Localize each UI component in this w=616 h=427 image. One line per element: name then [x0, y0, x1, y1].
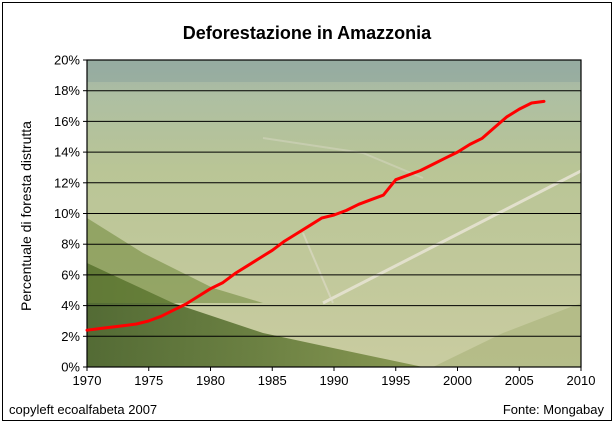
series-layer [85, 99, 546, 332]
y-tick-label: 4% [61, 298, 80, 313]
data-point [481, 137, 484, 140]
data-point [85, 328, 89, 332]
y-axis-ticks: 0% 2% 4% 6% 8% 10% 12% 14% 16% 18% 20% [54, 53, 87, 375]
data-point [135, 322, 138, 326]
y-tick-label: 0% [61, 360, 80, 375]
y-tick-label: 8% [61, 237, 80, 252]
data-point [184, 302, 187, 306]
data-point [258, 256, 262, 260]
x-tick-label: 1975 [134, 373, 163, 388]
data-point [98, 327, 101, 330]
data-point [468, 143, 472, 146]
data-point [493, 126, 496, 129]
copyleft-note: copyleft ecoalfabeta 2007 [9, 402, 158, 417]
x-axis-ticks: 1970 1975 1980 1985 1990 1995 2000 2005 2010 [73, 367, 596, 388]
plot-area: 0% 2% 4% 6% 8% 10% 12% 14% 16% 18% 20% 1970 1975 198… [54, 53, 596, 389]
y-tick-label: 18% [54, 83, 80, 98]
y-tick-label: 20% [54, 53, 80, 68]
x-tick-label: 1995 [381, 373, 410, 388]
y-tick-label: 2% [61, 329, 80, 344]
y-tick-label: 14% [54, 145, 80, 160]
data-point [542, 100, 546, 103]
x-tick-label: 1990 [320, 373, 349, 388]
x-tick-label: 2005 [505, 373, 534, 388]
y-tick-label: 12% [54, 175, 80, 190]
data-point [283, 239, 286, 243]
y-tick-label: 6% [61, 267, 80, 282]
y-tick-label: 16% [54, 114, 80, 129]
x-tick-label: 2010 [567, 373, 596, 388]
data-point [308, 224, 311, 227]
data-point [271, 249, 274, 252]
data-point [332, 213, 336, 217]
series-line-0 [85, 99, 546, 332]
data-point [159, 315, 163, 318]
data-point [147, 319, 150, 323]
data-point [320, 216, 323, 220]
data-point [209, 287, 212, 290]
data-point [518, 107, 521, 111]
data-point [172, 309, 175, 312]
data-point [443, 157, 447, 160]
data-point [221, 281, 225, 284]
data-point [394, 178, 397, 181]
x-tick-label: 1980 [196, 373, 225, 388]
data-point [406, 173, 410, 177]
data-point [234, 272, 237, 275]
x-tick-label: 2000 [443, 373, 472, 388]
data-point [122, 324, 126, 327]
data-point [456, 150, 459, 154]
chart-title: Deforestazione in Amazzonia [182, 23, 432, 43]
data-point [419, 169, 422, 172]
data-point [246, 264, 249, 267]
data-point [196, 295, 200, 298]
x-tick-label: 1985 [258, 373, 287, 388]
y-tick-label: 10% [54, 206, 80, 221]
source-note: Fonte: Mongabay [502, 402, 604, 417]
data-point [110, 325, 113, 329]
chart-frame: Deforestazione in Amazzonia Percentuale … [2, 2, 612, 421]
gridlines [87, 90, 581, 337]
data-point [431, 163, 434, 166]
data-point [530, 101, 533, 105]
data-point [295, 232, 299, 235]
data-point [382, 193, 385, 197]
data-point [357, 203, 360, 206]
x-tick-label: 1970 [73, 373, 102, 388]
data-point [369, 198, 373, 201]
data-point [505, 115, 509, 118]
data-point [345, 209, 348, 212]
